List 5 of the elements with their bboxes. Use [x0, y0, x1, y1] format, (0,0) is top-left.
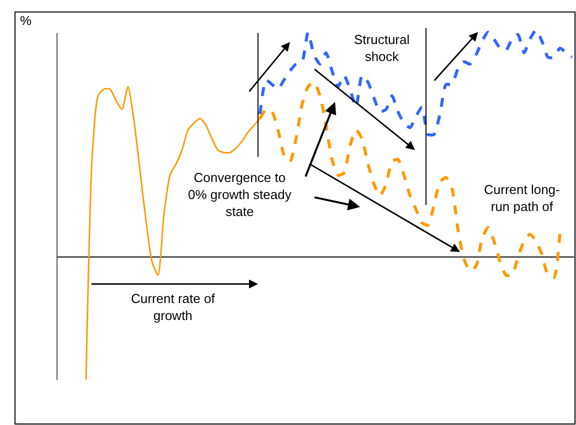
- annotation: Current rate of growth: [131, 291, 216, 323]
- annotation: Structural shock: [354, 32, 410, 64]
- annotation: Convergence to 0% growth steady state: [188, 170, 292, 219]
- annotation: Current long-run path of: [484, 182, 560, 214]
- text: %: [20, 13, 32, 28]
